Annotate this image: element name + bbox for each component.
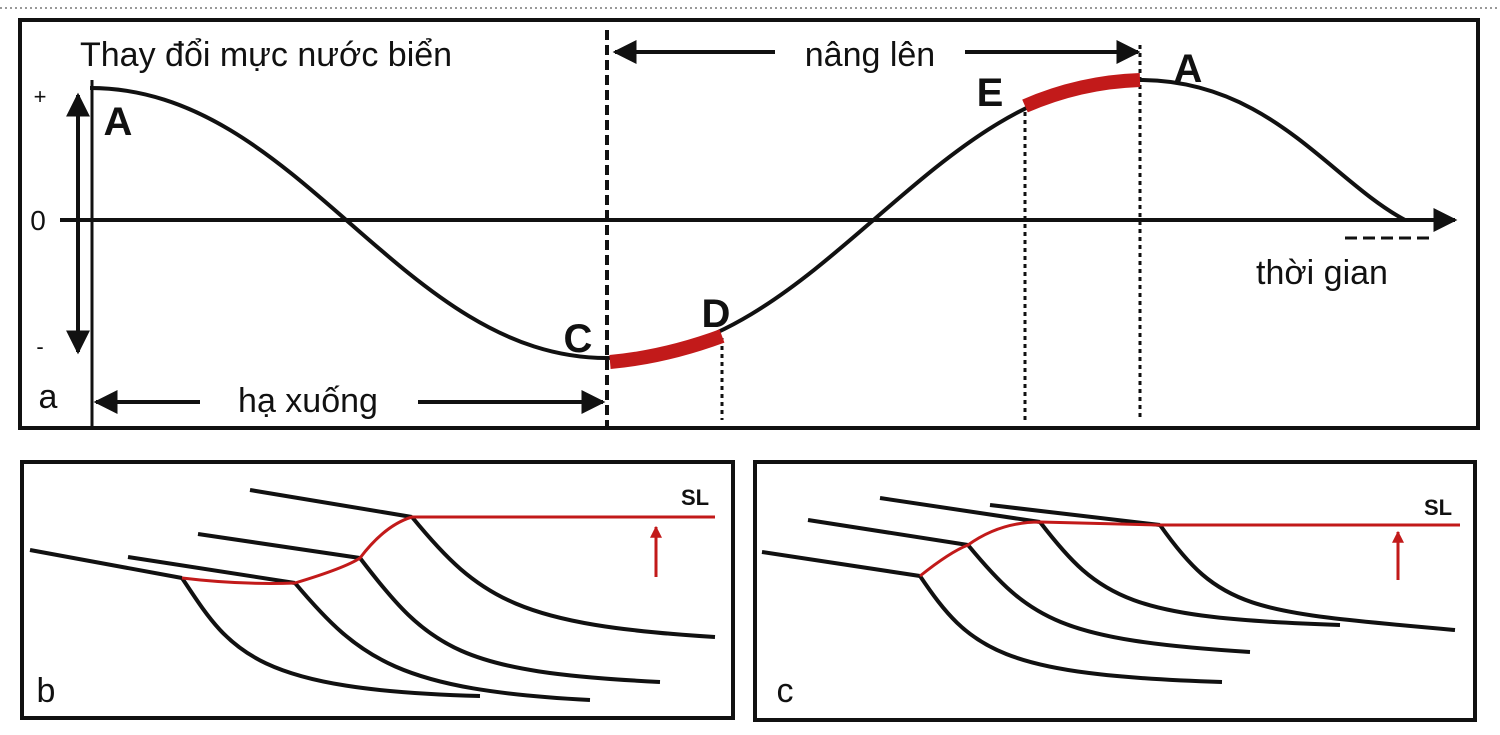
panel-label: c (777, 672, 794, 710)
panel-label: a (39, 378, 58, 416)
layer (918, 520, 1456, 684)
panel-label: b (37, 672, 56, 710)
layer (180, 515, 716, 702)
highlight (1022, 73, 1141, 113)
axis-label: - (36, 334, 43, 359)
sea-level (919, 520, 1460, 578)
axis-label: 0 (30, 205, 46, 236)
panel-b: SL b (20, 460, 735, 720)
point-label: E (977, 71, 1004, 115)
sea-level-label: SL (1424, 495, 1452, 520)
panel-a: Thay đổi mực nước biển nâng lên hạ xuống… (18, 18, 1480, 430)
point-label: D (702, 292, 731, 336)
layer (29, 488, 413, 585)
axis-label: + (34, 84, 47, 109)
fall-label: hạ xuống (238, 382, 378, 420)
frame (20, 460, 735, 720)
sea-level (181, 515, 715, 585)
point-label: A (104, 100, 133, 144)
frame (753, 460, 1477, 722)
point-label: C (564, 317, 593, 361)
sea-level-label: SL (681, 485, 709, 510)
rise-label: nâng lên (805, 36, 935, 74)
title: Thay đổi mực nước biển (80, 36, 452, 74)
panel-c: SL c (753, 460, 1477, 722)
sea-level-curve (89, 77, 1406, 361)
point-label: A (1174, 47, 1203, 91)
time-label: thời gian (1256, 254, 1388, 292)
highlight (609, 329, 725, 369)
layer (761, 496, 1161, 578)
frame (18, 18, 1480, 430)
